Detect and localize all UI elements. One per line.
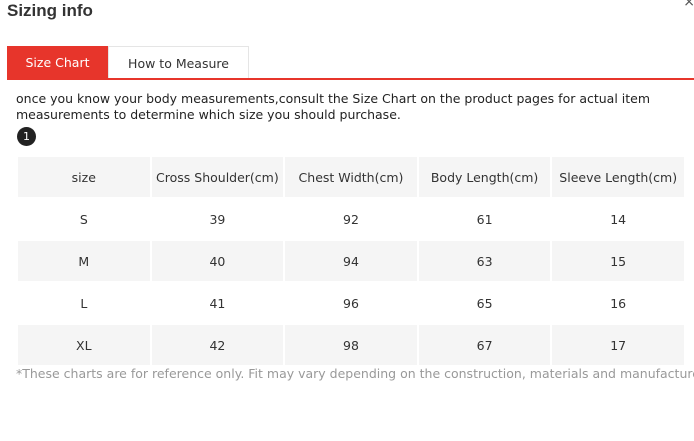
table-cell: 61 xyxy=(418,199,551,239)
table-cell: 41 xyxy=(151,283,284,323)
tab-how-to-measure[interactable]: How to Measure xyxy=(108,46,249,79)
intro-text: once you know your body measurements,con… xyxy=(16,91,651,122)
step-number-badge: 1 xyxy=(17,127,36,146)
table-cell: 63 xyxy=(418,241,551,281)
table-cell: 39 xyxy=(151,199,284,239)
tab-size-chart[interactable]: Size Chart xyxy=(7,46,108,79)
table-cell: 17 xyxy=(552,325,684,365)
table-cell: 92 xyxy=(285,199,417,239)
column-header: size xyxy=(18,157,150,197)
column-header: Body Length(cm) xyxy=(418,157,551,197)
column-header: Chest Width(cm) xyxy=(285,157,417,197)
table-cell: 96 xyxy=(285,283,417,323)
size-chart-table: size Cross Shoulder(cm) Chest Width(cm) … xyxy=(16,155,686,367)
column-header: Sleeve Length(cm) xyxy=(552,157,684,197)
table-cell: 98 xyxy=(285,325,417,365)
table-header-row: size Cross Shoulder(cm) Chest Width(cm) … xyxy=(18,157,684,197)
table-row: S 39 92 61 14 xyxy=(18,199,684,239)
disclaimer-footnote: *These charts are for reference only. Fi… xyxy=(16,366,694,381)
column-header: Cross Shoulder(cm) xyxy=(151,157,284,197)
table-cell: 14 xyxy=(552,199,684,239)
table-cell: M xyxy=(18,241,150,281)
table-cell: S xyxy=(18,199,150,239)
table-cell: 15 xyxy=(552,241,684,281)
tab-underline xyxy=(7,78,694,80)
table-row: M 40 94 63 15 xyxy=(18,241,684,281)
table-cell: 94 xyxy=(285,241,417,281)
dialog-title: Sizing info xyxy=(7,1,93,20)
close-icon[interactable]: × xyxy=(683,0,694,10)
table-cell: 67 xyxy=(418,325,551,365)
table-cell: 65 xyxy=(418,283,551,323)
tab-bar: Size Chart How to Measure xyxy=(7,46,249,79)
table-cell: L xyxy=(18,283,150,323)
table-row: L 41 96 65 16 xyxy=(18,283,684,323)
table-cell: 40 xyxy=(151,241,284,281)
table-cell: 16 xyxy=(552,283,684,323)
table-cell: 42 xyxy=(151,325,284,365)
table-row: XL 42 98 67 17 xyxy=(18,325,684,365)
table-cell: XL xyxy=(18,325,150,365)
